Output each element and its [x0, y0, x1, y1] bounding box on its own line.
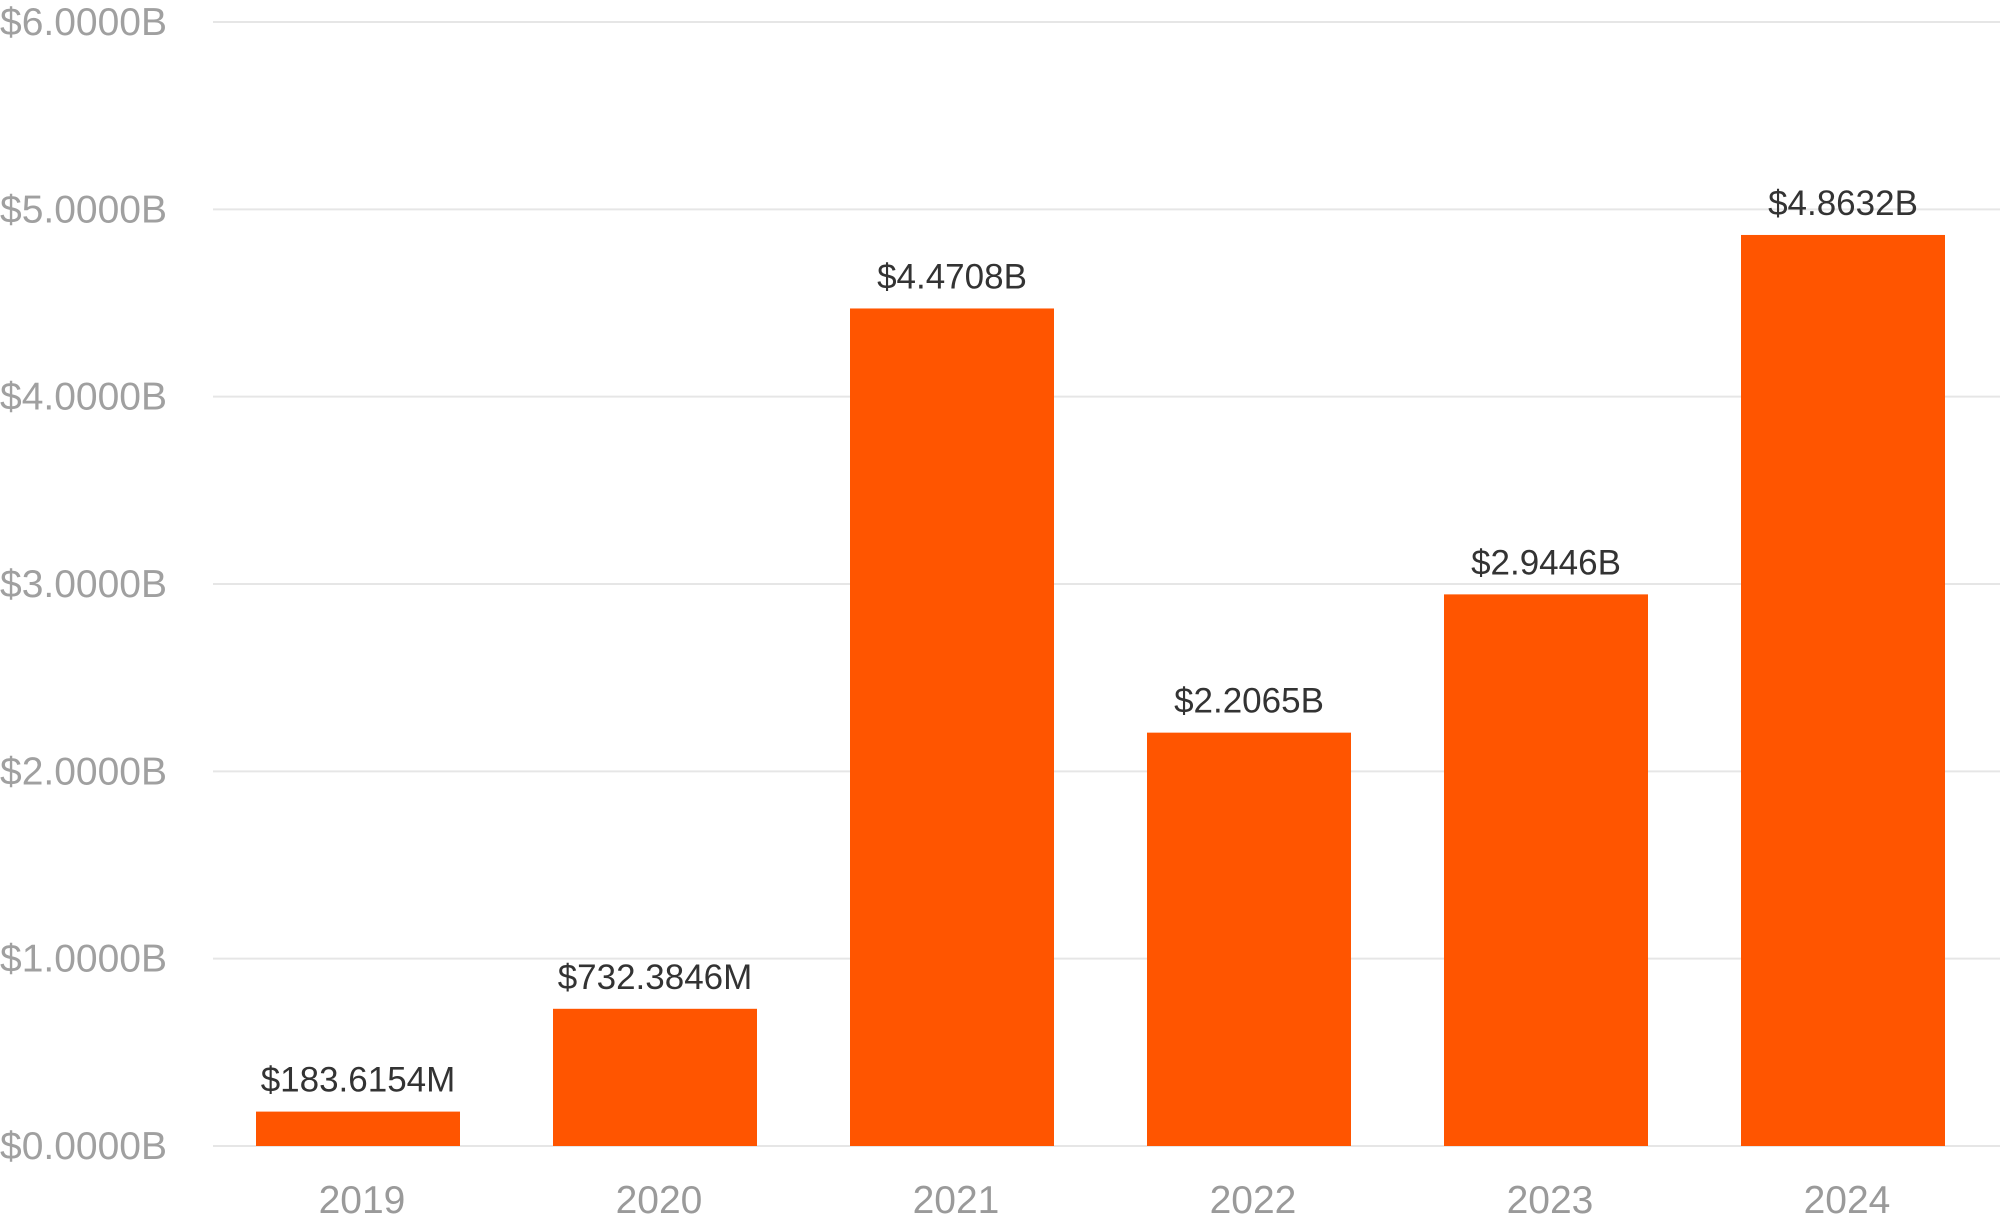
- bar-2020: [553, 1008, 757, 1146]
- bar-2019: [256, 1111, 460, 1146]
- x-tick-label: 2021: [913, 1179, 1000, 1222]
- y-axis-tick-labels: $0.0000B $1.0000B $2.0000B $3.0000B $4.0000B…: [0, 1, 167, 1168]
- y-tick-label: $1.0000B: [0, 938, 167, 981]
- x-tick-label: 2019: [319, 1179, 406, 1222]
- data-label: $4.8632B: [1768, 184, 1918, 223]
- x-tick-label: 2022: [1210, 1179, 1297, 1222]
- bar-2024: [1741, 234, 1945, 1146]
- data-label: $732.3846M: [558, 958, 753, 997]
- bar-2022: [1147, 732, 1351, 1146]
- bars: [256, 234, 1945, 1147]
- x-tick-label: 2023: [1507, 1179, 1594, 1222]
- data-label: $183.6154M: [261, 1061, 456, 1100]
- y-tick-label: $0.0000B: [0, 1125, 167, 1168]
- data-labels: $183.6154M $732.3846M $4.4708B $2.2065B $2.9…: [261, 184, 1918, 1100]
- x-tick-label: 2020: [616, 1179, 703, 1222]
- x-axis-tick-labels: 2019 2020 2021 2022 2023 2024: [319, 1179, 1891, 1222]
- gridlines: [213, 21, 2000, 1147]
- x-tick-label: 2024: [1804, 1179, 1891, 1222]
- y-tick-label: $3.0000B: [0, 563, 167, 606]
- data-label: $2.9446B: [1471, 543, 1621, 582]
- bar-2023: [1444, 594, 1648, 1146]
- y-tick-label: $5.0000B: [0, 188, 167, 231]
- data-label: $4.4708B: [877, 257, 1027, 296]
- y-tick-label: $2.0000B: [0, 750, 167, 793]
- y-tick-label: $4.0000B: [0, 376, 167, 419]
- data-label: $2.2065B: [1174, 682, 1324, 721]
- bar-2021: [850, 308, 1054, 1147]
- y-tick-label: $6.0000B: [0, 1, 167, 44]
